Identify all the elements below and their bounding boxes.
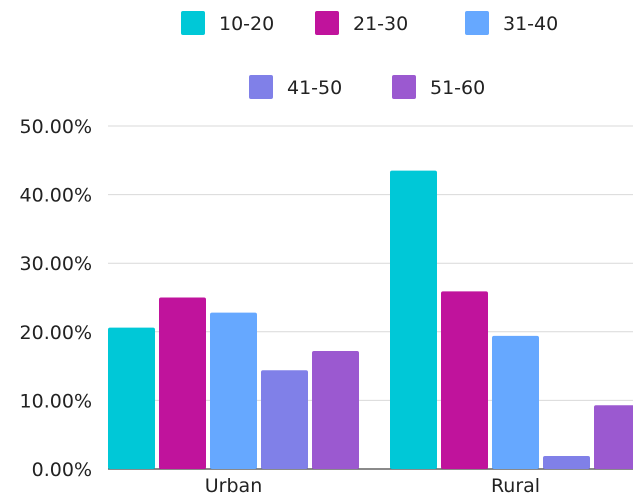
bar-urban-31-40 — [210, 312, 257, 469]
x-category-label: Rural — [491, 475, 540, 497]
legend-swatch — [315, 11, 339, 35]
legend-swatch — [465, 11, 489, 35]
legend-swatch — [249, 75, 273, 99]
bar-urban-51-60 — [312, 351, 359, 469]
legend-label: 10-20 — [219, 13, 274, 35]
legend-label: 31-40 — [503, 13, 558, 35]
legend-swatch — [392, 75, 416, 99]
x-category-label: Urban — [205, 475, 262, 497]
bar-rural-41-50 — [543, 455, 590, 469]
y-tick-label: 30.00% — [20, 253, 92, 275]
bar-rural-31-40 — [492, 335, 539, 469]
x-axis-labels: Urban Rural — [205, 475, 540, 497]
bar-rural-10-20 — [390, 170, 437, 469]
bar-rural-51-60 — [594, 405, 633, 469]
y-tick-label: 0.00% — [32, 459, 92, 481]
y-tick-label: 50.00% — [20, 116, 92, 138]
legend-label: 51-60 — [430, 77, 485, 99]
bar-urban-41-50 — [261, 370, 308, 469]
legend: 10-20 21-30 31-40 41-50 51-60 — [181, 11, 558, 99]
y-tick-label: 10.00% — [20, 390, 92, 412]
y-axis-ticks: 0.00% 10.00% 20.00% 30.00% 40.00% 50.00% — [20, 116, 92, 481]
legend-label: 21-30 — [353, 13, 408, 35]
bar-rural-21-30 — [441, 291, 488, 469]
legend-swatch — [181, 11, 205, 35]
y-tick-label: 20.00% — [20, 322, 92, 344]
y-tick-label: 40.00% — [20, 185, 92, 207]
legend-label: 41-50 — [287, 77, 342, 99]
bar-urban-21-30 — [159, 297, 206, 469]
bar-urban-10-20 — [108, 327, 155, 469]
bars — [108, 170, 633, 469]
